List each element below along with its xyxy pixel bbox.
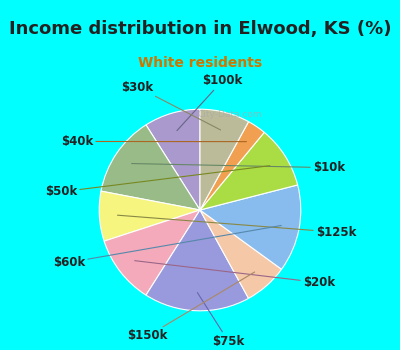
Wedge shape bbox=[200, 109, 248, 210]
Wedge shape bbox=[99, 191, 200, 241]
Text: $30k: $30k bbox=[122, 80, 220, 130]
Wedge shape bbox=[200, 132, 298, 210]
Wedge shape bbox=[200, 122, 264, 210]
Text: $10k: $10k bbox=[132, 161, 345, 174]
Text: $40k: $40k bbox=[61, 135, 246, 148]
Wedge shape bbox=[200, 210, 282, 298]
Wedge shape bbox=[146, 210, 248, 311]
Wedge shape bbox=[104, 210, 200, 295]
Text: City-Data.com: City-Data.com bbox=[198, 110, 262, 119]
Wedge shape bbox=[146, 109, 200, 210]
Wedge shape bbox=[101, 125, 200, 210]
Text: $50k: $50k bbox=[45, 166, 270, 198]
Wedge shape bbox=[200, 185, 301, 269]
Text: $75k: $75k bbox=[198, 293, 244, 348]
Text: Income distribution in Elwood, KS (%): Income distribution in Elwood, KS (%) bbox=[9, 20, 391, 38]
Text: $20k: $20k bbox=[135, 261, 335, 289]
Text: $150k: $150k bbox=[127, 272, 255, 343]
Text: $100k: $100k bbox=[177, 75, 242, 131]
Text: $60k: $60k bbox=[53, 225, 281, 269]
Text: White residents: White residents bbox=[138, 56, 262, 70]
Text: $125k: $125k bbox=[118, 215, 356, 239]
